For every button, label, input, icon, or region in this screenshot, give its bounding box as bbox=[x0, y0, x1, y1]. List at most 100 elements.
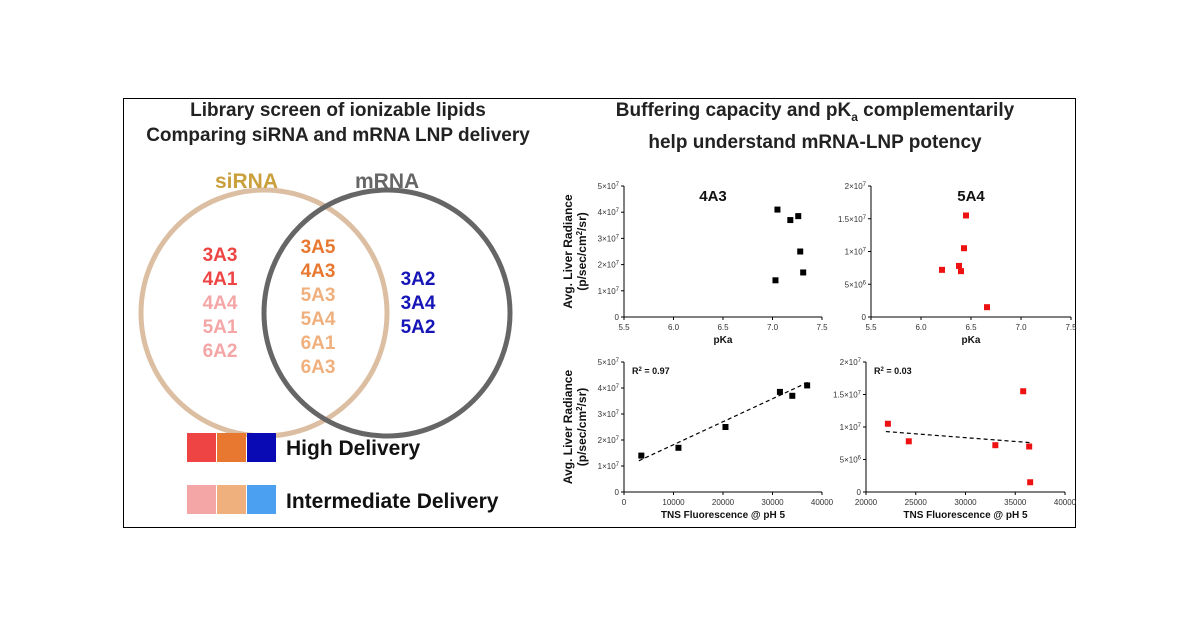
figure-frame bbox=[123, 98, 1076, 528]
lipid-6a3: 6A3 bbox=[300, 357, 336, 378]
data-point bbox=[1020, 388, 1027, 395]
y-axis-label: Avg. Liver Radiance(p/sec/cm2/sr) bbox=[561, 194, 589, 309]
data-point bbox=[958, 268, 964, 275]
x-tick-label: 35000 bbox=[1004, 498, 1027, 507]
x-tick-label: 6.0 bbox=[668, 323, 680, 332]
y-axis-label: Avg. Liver Radiance(p/sec/cm2/sr) bbox=[561, 370, 589, 485]
x-tick-label: 6.5 bbox=[965, 323, 977, 332]
legend-swatch bbox=[187, 485, 216, 514]
y-tick-label: 1×107 bbox=[598, 462, 620, 471]
lipid-5a2: 5A2 bbox=[400, 317, 436, 338]
legend-swatch bbox=[247, 433, 276, 462]
right-title-line1: Buffering capacity and pKa complementari… bbox=[615, 100, 1015, 124]
y-tick-label: 2×107 bbox=[598, 261, 620, 270]
y-tick-label: 1×107 bbox=[845, 248, 867, 257]
y-tick-label: 0 bbox=[615, 313, 620, 322]
y-tick-label: 2×107 bbox=[840, 358, 862, 367]
x-tick-label: 30000 bbox=[761, 498, 784, 507]
x-tick-label: 7.5 bbox=[1065, 323, 1077, 332]
x-tick-label: 5.5 bbox=[618, 323, 630, 332]
x-tick-label: 25000 bbox=[905, 498, 928, 507]
data-point bbox=[956, 262, 962, 269]
right-panel-title: Buffering capacity and pKa complementari… bbox=[585, 98, 1045, 155]
x-tick-label: 40000 bbox=[811, 498, 834, 507]
lipid-4a1: 4A1 bbox=[202, 269, 238, 290]
y-tick-label: 5×107 bbox=[598, 358, 620, 367]
data-point bbox=[939, 266, 945, 273]
x-tick-label: 0 bbox=[622, 498, 627, 507]
data-point bbox=[795, 213, 802, 220]
data-point bbox=[961, 245, 967, 252]
left-title-line1: Library screen of ionizable lipids bbox=[190, 100, 486, 121]
y-tick-label: 1.5×107 bbox=[838, 215, 867, 224]
y-tick-label: 5×107 bbox=[598, 182, 620, 191]
data-point bbox=[774, 206, 781, 213]
mrna-only-list: 3A2 3A4 5A2 bbox=[388, 268, 448, 340]
chart-4: 20000 25000 30000 35000 40000 0 5×106 1×107 1.5×… bbox=[833, 358, 1077, 521]
data-point bbox=[722, 424, 729, 430]
r-squared-annotation: R2 = 0.03 bbox=[874, 366, 912, 376]
left-title-line2: Comparing siRNA and mRNA LNP delivery bbox=[146, 125, 530, 146]
chart-label: 4A3 bbox=[699, 188, 727, 205]
chart-2: 5.5 6.0 6.5 7.0 7.5 0 5×106 1×107 1.5×107 2×107 pK… bbox=[838, 182, 1077, 346]
x-tick-label: 7.5 bbox=[816, 323, 828, 332]
data-point bbox=[804, 382, 811, 389]
x-tick-label: 20000 bbox=[855, 498, 878, 507]
lipid-3a2: 3A2 bbox=[400, 269, 436, 290]
x-tick-label: 10000 bbox=[662, 498, 685, 507]
left-panel-title: Library screen of ionizable lipids Compa… bbox=[123, 98, 553, 148]
data-point bbox=[1027, 479, 1034, 486]
x-axis-label: TNS Fluorescence @ pH 5 bbox=[661, 510, 786, 521]
y-tick-label: 3×107 bbox=[598, 410, 620, 419]
x-axis-label: pKa bbox=[714, 335, 733, 346]
data-point bbox=[776, 388, 783, 395]
legend-swatch bbox=[217, 433, 246, 462]
x-tick-label: 7.0 bbox=[767, 323, 779, 332]
mrna-circle bbox=[261, 187, 513, 439]
y-tick-label: 5×106 bbox=[845, 280, 867, 289]
x-tick-label: 40000 bbox=[1054, 498, 1077, 507]
lipid-3a3: 3A3 bbox=[202, 245, 238, 266]
sirna-only-list: 3A3 4A1 4A4 5A1 6A2 bbox=[190, 244, 250, 364]
data-point bbox=[800, 269, 807, 276]
legend-intermediate-label: Intermediate Delivery bbox=[286, 490, 499, 513]
y-tick-label: 3×107 bbox=[598, 234, 620, 243]
mrna-label: mRNA bbox=[355, 170, 420, 193]
y-tick-label: 2×107 bbox=[845, 182, 867, 191]
overlap-list: 3A5 4A3 5A3 5A4 6A1 6A3 bbox=[288, 236, 348, 380]
chart-1: 5.5 6.0 6.5 7.0 7.5 0 1×107 2×107 3×107 4×107 5×10… bbox=[561, 182, 828, 346]
trendline bbox=[638, 380, 810, 462]
data-point bbox=[675, 444, 682, 451]
lipid-6a2: 6A2 bbox=[202, 341, 238, 362]
x-tick-label: 30000 bbox=[954, 498, 977, 507]
x-tick-label: 20000 bbox=[712, 498, 735, 507]
y-tick-label: 1×107 bbox=[598, 287, 620, 296]
chart-3: 0 10000 20000 30000 40000 0 1×107 2×107 3×107 4×1… bbox=[561, 358, 834, 521]
y-tick-label: 0 bbox=[615, 488, 620, 497]
y-tick-label: 0 bbox=[857, 488, 862, 497]
y-tick-label: 2×107 bbox=[598, 436, 620, 445]
x-tick-label: 5.5 bbox=[865, 323, 877, 332]
x-tick-label: 6.5 bbox=[717, 323, 729, 332]
legend-swatch bbox=[217, 485, 246, 514]
legend-swatch bbox=[247, 485, 276, 514]
y-tick-label: 1×107 bbox=[840, 423, 862, 432]
data-point bbox=[787, 217, 794, 224]
right-title-line2: help understand mRNA-LNP potency bbox=[648, 131, 982, 153]
x-axis-label: TNS Fluorescence @ pH 5 bbox=[903, 510, 1028, 521]
y-tick-label: 4×107 bbox=[598, 208, 620, 217]
data-point bbox=[905, 438, 912, 445]
lipid-5a1: 5A1 bbox=[202, 317, 238, 338]
sirna-label: siRNA bbox=[215, 170, 279, 193]
data-point bbox=[884, 420, 891, 427]
y-tick-label: 0 bbox=[862, 313, 867, 322]
lipid-6a1: 6A1 bbox=[300, 333, 336, 354]
data-point bbox=[638, 452, 645, 459]
x-axis-label: pKa bbox=[962, 335, 981, 346]
x-tick-label: 7.0 bbox=[1015, 323, 1027, 332]
data-point bbox=[984, 304, 990, 311]
lipid-5a4: 5A4 bbox=[300, 309, 336, 330]
lipid-3a5: 3A5 bbox=[300, 237, 336, 258]
lipid-5a3: 5A3 bbox=[300, 285, 336, 306]
